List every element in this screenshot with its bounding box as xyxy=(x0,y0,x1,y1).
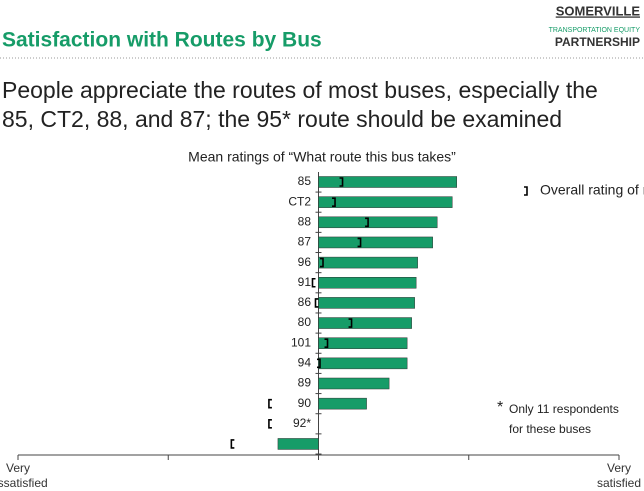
bar xyxy=(318,256,418,269)
logo-line: SOMERVILLE xyxy=(556,3,641,18)
chart-title: Mean ratings of “What route this bus tak… xyxy=(188,149,456,165)
y-tick-label: 85 xyxy=(298,174,312,188)
y-tick-label: 94 xyxy=(298,356,312,370)
overall-rating-marker xyxy=(365,217,369,228)
bar xyxy=(318,317,412,329)
overall-rating-marker xyxy=(357,237,362,248)
legend-label: Overall rating of route xyxy=(540,182,644,198)
y-tick-label: 87 xyxy=(298,235,312,249)
bar xyxy=(318,297,415,309)
x-end-label: satisfied xyxy=(597,476,641,490)
overall-rating-marker xyxy=(317,358,321,369)
bar xyxy=(318,377,390,390)
headline: People appreciate the routes of most bus… xyxy=(2,77,598,103)
overall-rating-marker xyxy=(230,439,235,449)
note-text: for these buses xyxy=(509,422,591,436)
overall-rating-marker xyxy=(339,177,344,187)
bar xyxy=(318,216,438,229)
bar xyxy=(318,337,408,349)
bar xyxy=(318,236,433,249)
overall-rating-marker xyxy=(348,318,353,328)
headline: 85, CT2, 88, and 87; the 95* route shoul… xyxy=(2,106,562,132)
bar xyxy=(318,397,367,410)
x-end-label: dissatisfied xyxy=(0,476,48,490)
overall-rating-marker xyxy=(268,419,272,429)
overall-rating-marker xyxy=(324,338,329,348)
note-text: Only 11 respondents xyxy=(509,402,619,416)
overall-rating-marker xyxy=(314,298,319,308)
y-tick-label: CT2 xyxy=(288,194,311,208)
bar xyxy=(277,438,319,450)
bar xyxy=(318,176,457,188)
overall-rating-marker xyxy=(311,277,316,288)
x-end-label: Very xyxy=(6,461,30,475)
logo-line: PARTNERSHIP xyxy=(555,35,640,49)
y-tick-label: 91 xyxy=(298,275,312,289)
y-tick-label: 101 xyxy=(291,335,311,349)
overall-rating-marker xyxy=(320,257,324,268)
y-tick-label: 86 xyxy=(298,295,312,309)
x-end-label: Very xyxy=(607,461,631,475)
bar xyxy=(318,277,417,289)
y-tick-label: 96 xyxy=(298,255,312,269)
y-tick-label: 88 xyxy=(298,214,312,228)
overall-rating-marker xyxy=(332,197,336,207)
note-symbol: * xyxy=(497,399,503,416)
bar xyxy=(318,196,453,208)
bar xyxy=(318,357,408,370)
legend-marker xyxy=(524,186,528,196)
y-tick-label: 80 xyxy=(298,315,312,329)
y-tick-label: 90 xyxy=(298,396,312,410)
y-tick-label: 92* xyxy=(293,416,311,430)
slide-title: Satisfaction with Routes by Bus xyxy=(2,29,322,52)
overall-rating-marker xyxy=(268,398,272,409)
logo-line: TRANSPORTATION EQUITY xyxy=(549,27,641,34)
y-tick-label: 89 xyxy=(298,376,312,390)
